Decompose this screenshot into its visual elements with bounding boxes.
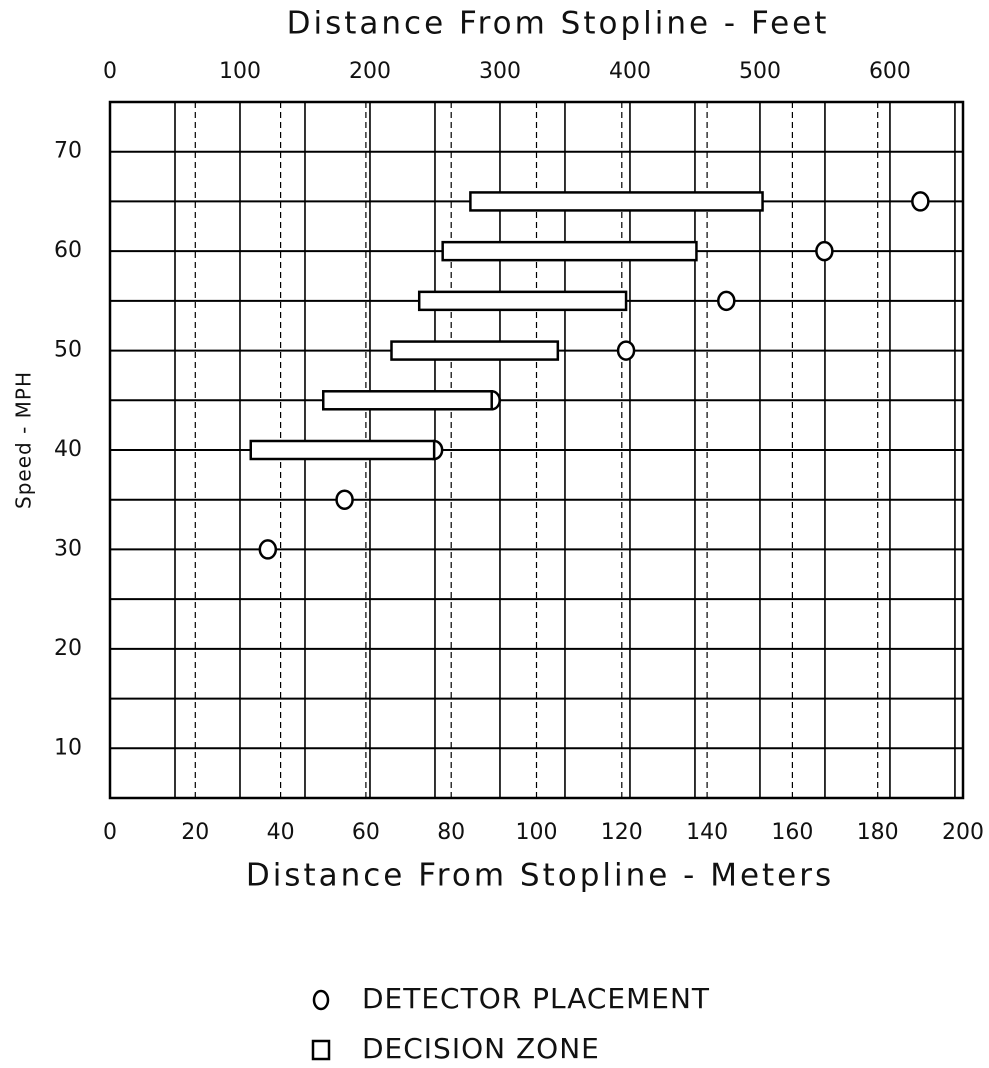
y-tick-label: 30 [54,536,82,561]
x2-tick-label: 400 [609,59,651,84]
detector-point [258,539,278,560]
decision-zone [469,191,764,212]
detector-point [335,489,354,510]
decision-zone [249,439,436,461]
legend-label: DECISION ZONE [362,1032,600,1065]
x-tick-label: 0 [103,820,117,845]
decision-zone [390,340,560,361]
detector-point [717,290,736,312]
x2-tick-label: 200 [349,59,391,84]
chart-title: Distance From Stopline - Feet [287,6,830,42]
x-tick-label: 80 [437,820,465,845]
decision-zone [441,240,698,262]
y-axis-label: Speed - MPH [12,371,36,509]
x-axis-label: Distance From Stopline - Meters [246,858,834,894]
y-tick-label: 70 [54,139,82,164]
y-tick-label: 60 [54,238,82,263]
legend-symbol [312,989,330,1011]
x2-tick-label: 600 [869,59,911,84]
y-tick-label: 20 [54,636,82,661]
legend-symbol [311,1039,331,1061]
x-tick-label: 100 [516,820,558,845]
y-tick-label: 10 [54,735,82,760]
x-tick-label: 140 [686,820,728,845]
x-tick-label: 200 [942,820,984,845]
x2-tick-label: 500 [739,59,781,84]
legend-label: DETECTOR PLACEMENT [362,982,710,1015]
y-tick-label: 50 [54,338,82,363]
detector-point [616,340,636,361]
x-tick-label: 60 [352,820,380,845]
x-tick-label: 180 [857,820,899,845]
x-tick-label: 120 [601,820,643,845]
x2-tick-label: 100 [219,59,261,84]
x-tick-label: 20 [181,820,209,845]
x2-tick-label: 300 [479,59,521,84]
detector-point [815,240,834,262]
x-tick-label: 40 [267,820,295,845]
y-tick-label: 40 [54,437,82,462]
x2-tick-label: 0 [103,59,117,84]
detector-point [911,191,930,212]
x-tick-label: 160 [771,820,813,845]
decision-zone [417,290,628,312]
decision-zone [322,390,493,411]
